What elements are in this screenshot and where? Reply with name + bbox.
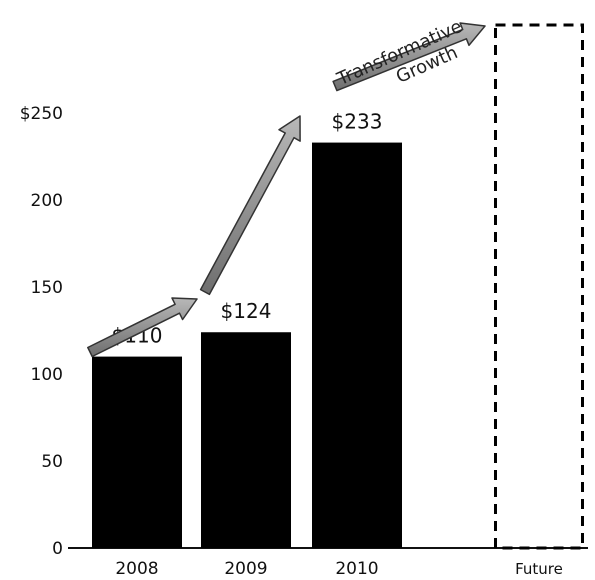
bar-2009: [201, 332, 291, 548]
x-axis: 2008 2009 2010 Future: [115, 559, 563, 579]
x-tick-label: 2009: [224, 559, 267, 579]
y-tick-label: 150: [31, 278, 63, 298]
y-tick-label: $250: [20, 104, 63, 124]
growth-arrow-icon: [332, 22, 486, 92]
growth-arrow-icon: [87, 297, 198, 358]
bars: [92, 23, 584, 550]
x-tick-label: 2010: [335, 559, 378, 579]
data-label: $233: [332, 110, 383, 134]
data-label: $124: [221, 299, 272, 323]
growth-arrow-icon: [199, 115, 301, 296]
y-axis: 0 50 100 150 200 $250: [20, 104, 63, 559]
annotation: Transformative Growth: [333, 16, 465, 90]
x-tick-label: Future: [515, 560, 563, 578]
growth-arrows: [87, 22, 486, 358]
y-tick-label: 100: [31, 365, 63, 385]
bar-future: [494, 23, 584, 550]
bar-2008: [92, 356, 182, 548]
y-tick-label: 50: [41, 452, 63, 472]
x-tick-label: 2008: [115, 559, 158, 579]
y-tick-label: 200: [31, 191, 63, 211]
y-tick-label: 0: [52, 539, 63, 559]
bar-2010: [312, 142, 402, 548]
